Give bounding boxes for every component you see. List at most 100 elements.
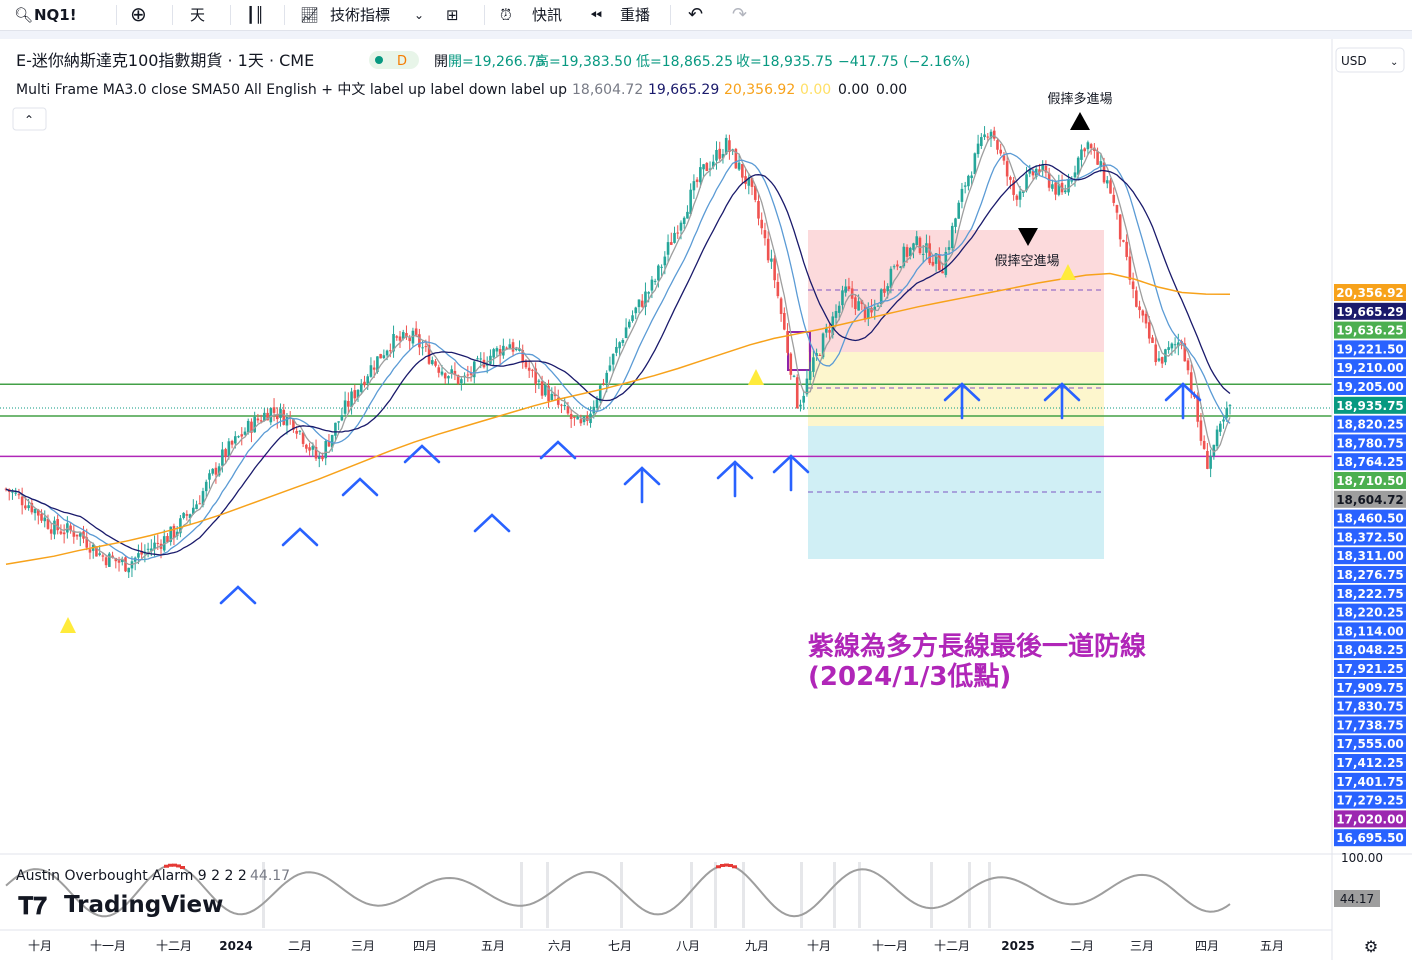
price-label-text: 19,636.25 [1336, 324, 1404, 338]
price-label-text: 17,909.75 [1336, 681, 1404, 695]
settings-gear-icon[interactable]: ⚙ [1364, 937, 1378, 956]
collapse-legend-button[interactable] [12, 107, 47, 131]
candle-body [954, 218, 957, 227]
osc-overbought-mark [180, 866, 185, 870]
price-chart[interactable]: 23,000.0022,500.0022,000.0021,500.0021,0… [0, 39, 1412, 960]
candle-body [275, 415, 279, 420]
candle-body [815, 353, 818, 357]
candle-body [376, 356, 379, 373]
time-tick-label: 四月 [1195, 939, 1219, 953]
candle-body [401, 332, 405, 339]
candle-body [485, 364, 489, 366]
up-arrow-icon [539, 440, 577, 460]
price-label-text: 17,401.75 [1336, 775, 1404, 789]
candle-body [521, 350, 525, 363]
candle-body [938, 254, 941, 271]
candle-body [514, 348, 518, 350]
osc-bg-bar [858, 862, 861, 928]
replay-button[interactable]: 重播 [620, 6, 651, 24]
candle-body [634, 307, 638, 314]
candle-body [598, 385, 602, 402]
candle-body [886, 286, 889, 292]
candle-body [1154, 344, 1158, 363]
candle-body [359, 384, 363, 392]
candle-body [353, 390, 357, 399]
candle-body [573, 416, 576, 418]
chevron-down-icon[interactable]: ⌄ [1390, 57, 1398, 68]
price-label-text: 19,205.00 [1336, 380, 1404, 394]
candle-body [576, 416, 579, 420]
candle-body [1012, 180, 1015, 195]
candle-body [547, 385, 550, 402]
interval-button[interactable]: 天 [190, 6, 206, 24]
price-label-text: 17,412.25 [1336, 756, 1404, 770]
candle-body [879, 289, 883, 305]
price-label-tag [1334, 754, 1406, 771]
candle-body [540, 381, 544, 396]
candle-body [760, 219, 764, 229]
candle-body [679, 222, 683, 231]
replay-icon[interactable]: ⏪︎ [590, 6, 603, 24]
candle-body [146, 548, 150, 550]
candle-body [734, 148, 738, 169]
compare-plus-icon[interactable]: ⊕ [130, 2, 147, 26]
candle-body [1115, 204, 1119, 213]
candle-body [72, 530, 76, 537]
candle-body [175, 531, 179, 537]
candle-body [1096, 151, 1099, 165]
sma50-line [5, 272, 1231, 565]
chevron-down-icon[interactable]: ⌄ [414, 8, 425, 22]
candle-body [166, 536, 169, 543]
candle-body [844, 286, 847, 293]
alert-clock-icon[interactable]: ⏰︎ [500, 6, 512, 24]
candle-body [204, 481, 208, 492]
candle-body [98, 553, 101, 555]
candle-body [1083, 148, 1086, 152]
candle-body [27, 505, 30, 509]
candle-body [456, 375, 460, 384]
candle-body [476, 358, 479, 360]
candle-body [95, 546, 98, 557]
price-label-tag [1334, 547, 1406, 565]
candle-body [544, 384, 547, 396]
candle-body [443, 373, 447, 379]
price-label-text: 17,830.75 [1336, 700, 1404, 714]
indicators-icon[interactable]: 📈︎ [300, 6, 320, 24]
time-tick-label: 十二月 [934, 939, 970, 953]
time-tick-label: 十一月 [90, 939, 126, 953]
alerts-button[interactable]: 快訊 [532, 6, 563, 24]
candle-body [492, 349, 495, 358]
candle-body [628, 321, 631, 328]
candle-style-icon[interactable]: ┃║ [246, 6, 265, 24]
candle-body [1028, 169, 1032, 174]
redo-icon[interactable]: ↷ [732, 4, 748, 25]
currency-select[interactable] [1335, 47, 1405, 73]
time-tick-label: 四月 [413, 939, 437, 953]
osc-overbought-mark [728, 863, 733, 867]
time-tick-label: 六月 [548, 939, 572, 953]
candle-body [272, 407, 276, 413]
layout-grid-icon[interactable]: ⊞ [446, 6, 459, 24]
candle-body [1186, 360, 1190, 371]
osc-name: Austin Overbought Alarm 9 2 2 2 [16, 868, 247, 884]
symbol-label[interactable]: NQ1! [34, 6, 77, 24]
time-tick-label: 2024 [219, 939, 252, 953]
legend-change: −417.75 (−2.16%) [838, 54, 970, 70]
candle-body [424, 346, 428, 348]
up-chevrons [219, 382, 1202, 605]
candle-body [431, 360, 434, 365]
search-icon[interactable]: 🔍︎ [14, 6, 34, 24]
chevron-up-icon[interactable]: ⌃ [24, 113, 34, 127]
undo-icon[interactable]: ↶ [688, 4, 704, 25]
candle-body [230, 440, 234, 445]
candle-body [779, 298, 783, 315]
candle-body [705, 162, 709, 171]
candle-body [692, 181, 696, 191]
candle-body [786, 331, 789, 353]
osc-bg-bar [930, 862, 933, 928]
candle-body [1089, 144, 1093, 149]
candle-body [217, 466, 221, 476]
indicators-button[interactable]: 技術指標 [330, 6, 391, 24]
fake-long-label: 假摔多進場 [1047, 91, 1112, 107]
indicator-v2: 19,665.29 [648, 82, 719, 98]
